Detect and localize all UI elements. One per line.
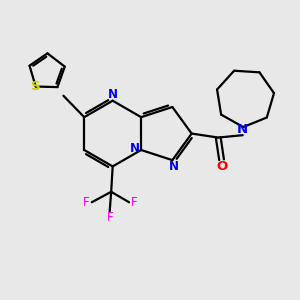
Text: S: S <box>31 80 40 93</box>
Text: N: N <box>130 142 140 155</box>
Text: N: N <box>169 160 179 173</box>
Text: F: F <box>83 196 90 209</box>
Text: F: F <box>106 211 113 224</box>
Text: F: F <box>131 196 138 209</box>
Text: N: N <box>237 123 248 136</box>
Text: N: N <box>108 88 118 101</box>
Text: O: O <box>216 160 227 173</box>
